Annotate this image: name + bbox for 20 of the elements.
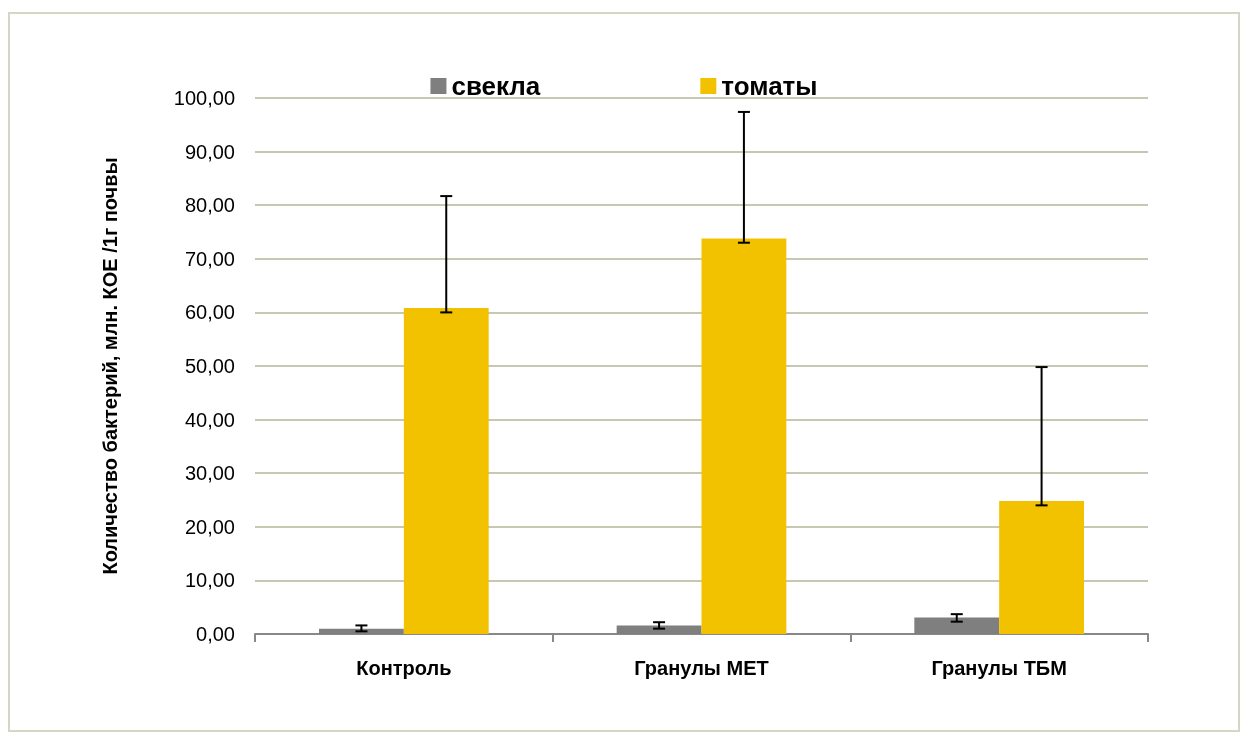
y-tick-label: 0,00 bbox=[196, 623, 235, 645]
bar bbox=[999, 501, 1084, 634]
y-tick-label: 60,00 bbox=[184, 301, 235, 324]
y-tick-label: 70,00 bbox=[184, 247, 235, 270]
legend-label: томаты bbox=[721, 71, 818, 101]
y-tick-label: 40,00 bbox=[184, 408, 235, 431]
y-tick-label: 10,00 bbox=[184, 569, 235, 592]
y-tick-label: 100,00 bbox=[173, 87, 235, 109]
y-tick-label: 80,00 bbox=[184, 194, 235, 217]
bar bbox=[403, 308, 489, 634]
y-tick-label: 90,00 bbox=[184, 140, 235, 163]
bar bbox=[701, 238, 787, 634]
x-tick-label: Гранулы ТБМ bbox=[931, 657, 1067, 679]
x-tick-label: Гранулы МЕТ bbox=[634, 657, 769, 679]
y-tick-label: 30,00 bbox=[184, 462, 235, 485]
x-tick-label: Контроль bbox=[356, 657, 452, 679]
legend-label: свекла bbox=[451, 71, 541, 101]
y-tick-label: 20,00 bbox=[184, 515, 235, 538]
y-tick-label: 50,00 bbox=[184, 355, 235, 377]
y-axis-title: Количество бактерий, млн. КОЕ /1г почвы bbox=[99, 157, 121, 575]
